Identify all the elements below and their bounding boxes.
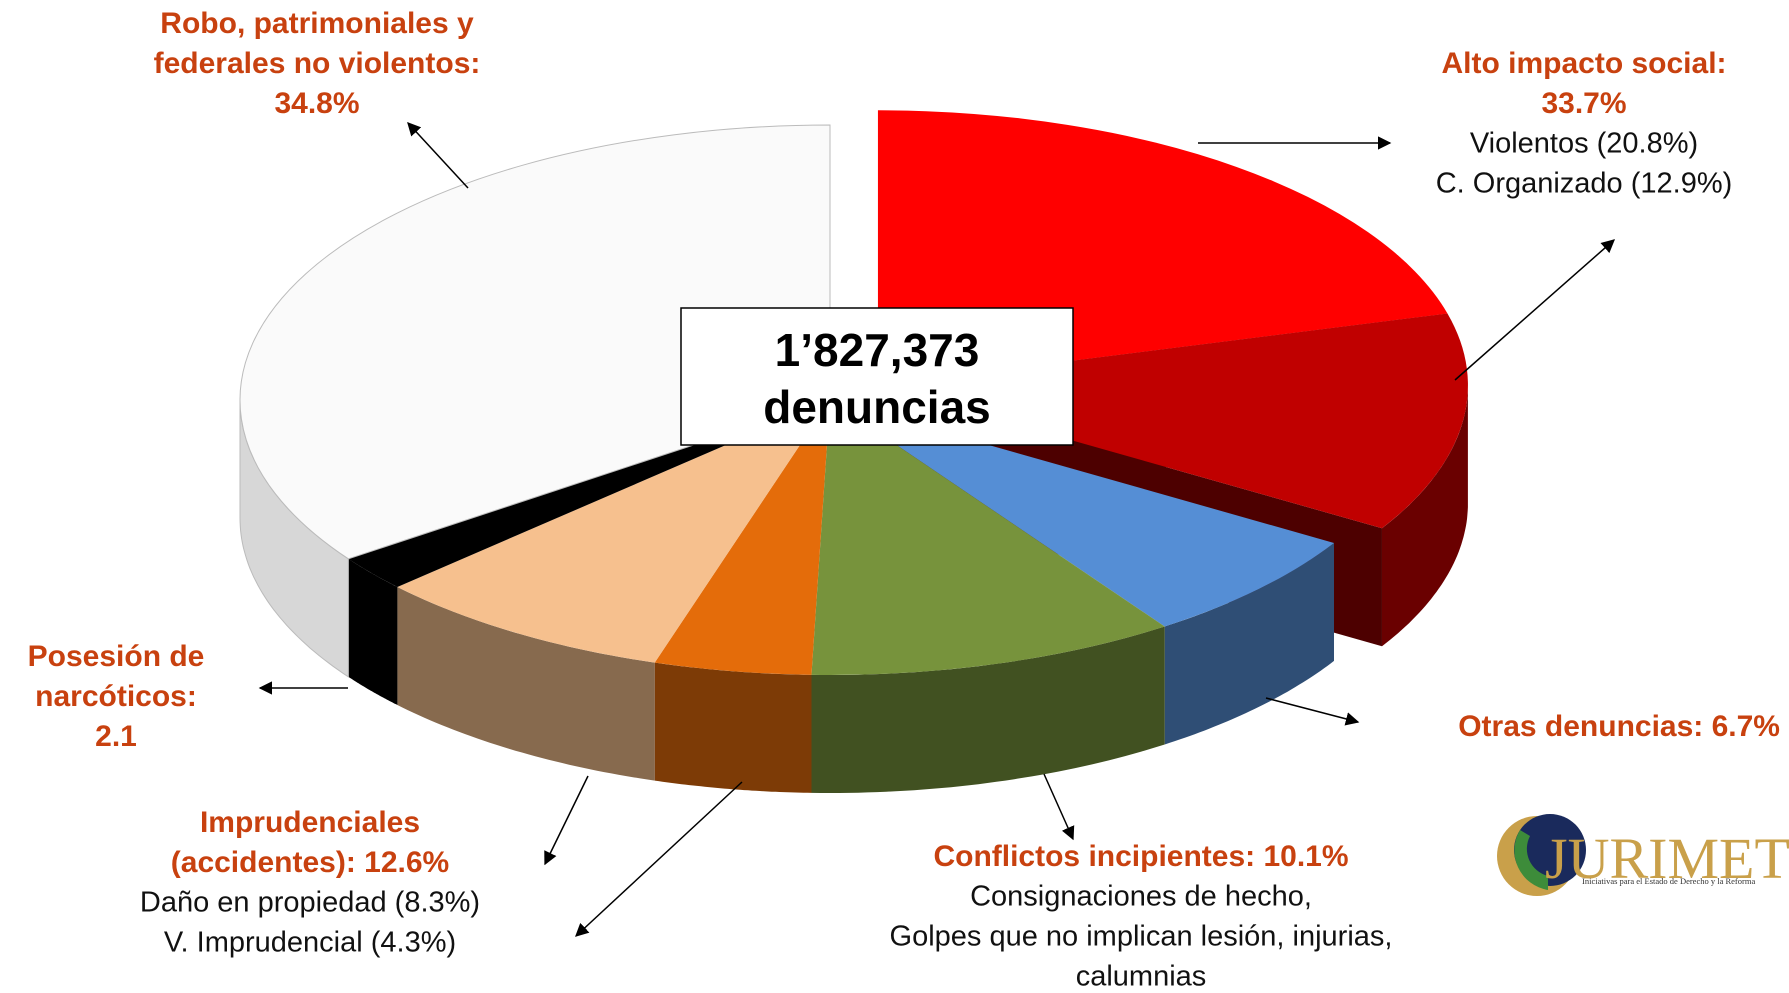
- slice-wall: [348, 558, 398, 705]
- label-detail: Golpes que no implican lesión, injurias,: [890, 921, 1393, 953]
- logo-name: JURIMETRÍA: [1545, 826, 1789, 891]
- slice-wall: [654, 662, 812, 793]
- leader-arrow: [1043, 773, 1075, 841]
- slice-wall: [1164, 542, 1334, 745]
- label-title: Alto impacto social:: [1441, 47, 1726, 80]
- label-title: narcóticos:: [35, 680, 197, 713]
- label-title: 33.7%: [1541, 87, 1626, 120]
- label-detail: C. Organizado (12.9%): [1436, 168, 1733, 200]
- center-number: 1’827,373: [775, 324, 980, 376]
- label-detail: Daño en propiedad (8.3%): [140, 887, 480, 919]
- center-box: [680, 307, 1074, 446]
- logo: JURIMETRÍA Iniciativas para el Estado de…: [1497, 814, 1789, 896]
- leader-arrow: [407, 122, 469, 189]
- label-title: Otras denuncias: 6.7%: [1458, 710, 1780, 743]
- label-title: 34.8%: [274, 87, 359, 120]
- label-title: (accidentes): 12.6%: [171, 846, 449, 879]
- label-title: Posesión de: [28, 640, 205, 673]
- slice-top: [811, 400, 1165, 675]
- label-title: Imprudenciales: [200, 806, 420, 839]
- slice-top: [397, 400, 830, 663]
- label-title: federales no violentos:: [154, 47, 481, 80]
- leader-arrow: [1454, 239, 1616, 381]
- label-detail: calumnias: [1076, 961, 1207, 993]
- leader-arrow: [575, 781, 743, 937]
- logo-tagline: Iniciativas para el Estado de Derecho y …: [1582, 876, 1755, 886]
- label-detail: Consignaciones de hecho,: [970, 881, 1312, 913]
- slice-wall: [1382, 385, 1468, 647]
- leader-arrow: [544, 775, 589, 866]
- slice-top: [830, 400, 1335, 627]
- leader-arrow: [1265, 697, 1360, 726]
- label-title: 2.1: [95, 720, 137, 753]
- slice-top: [348, 400, 830, 587]
- label-title: Conflictos incipientes: 10.1%: [933, 840, 1348, 873]
- logo-leaf: [1514, 830, 1548, 890]
- center-unit: denuncias: [763, 381, 991, 433]
- label-title: Robo, patrimoniales y: [160, 7, 474, 40]
- slice-top: [654, 400, 830, 675]
- slice-wall: [397, 587, 655, 781]
- label-detail: V. Imprudencial (4.3%): [164, 927, 456, 959]
- slice-wall: [811, 626, 1165, 793]
- labels: Robo, patrimoniales y federales no violen…: [28, 7, 1780, 993]
- label-detail: Violentos (20.8%): [1470, 128, 1698, 160]
- slice-top: [239, 124, 831, 560]
